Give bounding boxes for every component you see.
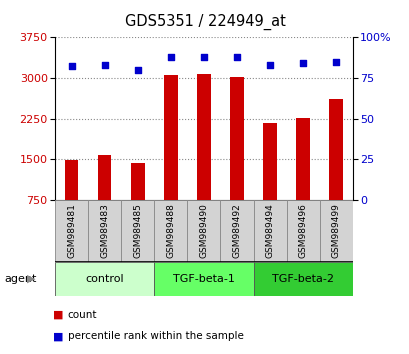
- Bar: [253, 200, 286, 262]
- Bar: [253, 262, 352, 296]
- Point: [101, 62, 108, 68]
- Text: TGF-beta-1: TGF-beta-1: [173, 274, 234, 284]
- Text: ■: ■: [53, 331, 64, 341]
- Text: GSM989494: GSM989494: [265, 204, 274, 258]
- Text: ■: ■: [53, 310, 64, 320]
- Bar: [88, 200, 121, 262]
- Point: [200, 54, 207, 59]
- Text: GSM989488: GSM989488: [166, 204, 175, 258]
- Text: GSM989496: GSM989496: [298, 204, 307, 258]
- Text: count: count: [67, 310, 97, 320]
- Bar: [319, 200, 352, 262]
- Bar: [154, 200, 187, 262]
- Bar: [98, 155, 111, 200]
- Bar: [65, 160, 78, 200]
- Text: TGF-beta-2: TGF-beta-2: [272, 274, 333, 284]
- Text: GSM989481: GSM989481: [67, 204, 76, 258]
- Point: [167, 54, 174, 59]
- Text: GSM989492: GSM989492: [232, 204, 241, 258]
- Text: GSM989483: GSM989483: [100, 204, 109, 258]
- Text: GSM989485: GSM989485: [133, 204, 142, 258]
- Bar: [131, 163, 144, 200]
- Point: [266, 62, 273, 68]
- Text: agent: agent: [4, 274, 36, 284]
- Bar: [55, 262, 154, 296]
- Bar: [220, 200, 253, 262]
- Point: [134, 67, 141, 73]
- Bar: [329, 98, 342, 200]
- Bar: [164, 75, 177, 200]
- Point: [299, 61, 306, 66]
- Text: GSM989499: GSM989499: [331, 204, 340, 258]
- Bar: [154, 262, 253, 296]
- Text: GDS5351 / 224949_at: GDS5351 / 224949_at: [124, 14, 285, 30]
- Bar: [296, 118, 309, 200]
- Text: GSM989490: GSM989490: [199, 204, 208, 258]
- Bar: [197, 74, 210, 200]
- Point: [332, 59, 339, 64]
- Text: control: control: [85, 274, 124, 284]
- Text: percentile rank within the sample: percentile rank within the sample: [67, 331, 243, 341]
- Bar: [121, 200, 154, 262]
- Bar: [187, 200, 220, 262]
- Point: [233, 54, 240, 59]
- Bar: [230, 77, 243, 200]
- Text: ▶: ▶: [27, 274, 35, 284]
- Bar: [55, 200, 88, 262]
- Bar: [286, 200, 319, 262]
- Bar: [263, 123, 276, 200]
- Point: [68, 64, 75, 69]
